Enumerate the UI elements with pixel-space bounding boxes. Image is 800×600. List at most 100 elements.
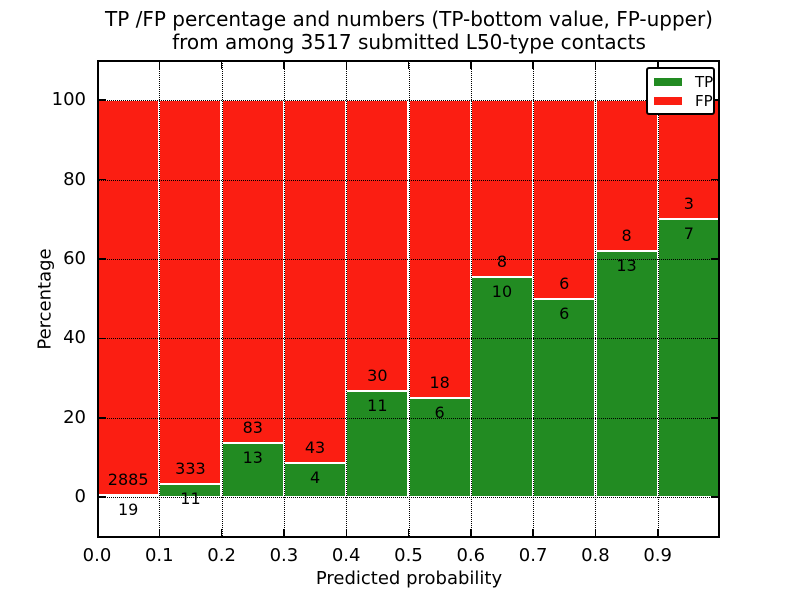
x-tick-mark [594, 62, 597, 69]
gridline-vertical [283, 60, 285, 538]
y-tick-mark [99, 337, 106, 340]
legend-label-tp: TP [695, 72, 714, 91]
x-tick-mark [220, 62, 223, 69]
y-tick-mark [99, 496, 106, 498]
bar-fp-segment [346, 100, 409, 391]
annotation-tp-count: 11 [180, 489, 201, 509]
x-tick-label: 0.4 [331, 545, 361, 566]
chart-title-line2: from among 3517 submitted L50-type conta… [172, 30, 646, 54]
annotation-tp-count: 10 [491, 281, 513, 301]
x-tick-mark [470, 529, 472, 536]
bar-side-edge [282, 100, 286, 498]
bar-tp-segment [533, 298, 596, 498]
bar-tp-segment [159, 484, 222, 498]
bar-fp-segment [159, 100, 222, 485]
bar-side-edge [469, 100, 472, 498]
annotation-tp-count: 7 [683, 224, 694, 244]
x-tick-label: 0.3 [269, 545, 299, 566]
bar-boundary-edge [470, 275, 534, 278]
bar-fp-segment [97, 100, 160, 495]
x-tick-mark [470, 62, 472, 69]
bar-fp-segment [657, 100, 720, 220]
y-tick-mark [711, 496, 718, 498]
x-tick-mark [220, 529, 223, 536]
plot-area: 2885 19 333 11 83 13 43 4 30 11 18 6 8 10 6 6 8 13 3 7 [97, 60, 720, 538]
annotation-fp-count: 43 [304, 438, 326, 458]
annotation-fp-count: 8 [496, 251, 508, 271]
annotation-tp-count: 19 [117, 499, 139, 519]
x-tick-mark [532, 529, 534, 536]
bar-side-edge [531, 100, 535, 498]
annotation-tp-count: 6 [559, 303, 570, 323]
x-tick-label: 0.7 [518, 545, 548, 566]
bar-fp-segment [595, 100, 658, 252]
x-tick-mark [718, 62, 720, 69]
bar-boundary-edge [97, 493, 160, 496]
x-tick-mark [657, 529, 659, 536]
y-tick-mark [99, 258, 106, 260]
bar-tp-segment [408, 397, 471, 498]
gridline-vertical [346, 60, 348, 538]
annotation-fp-count: 6 [559, 273, 570, 293]
y-tick-mark [99, 99, 106, 101]
y-tick-mark [99, 417, 106, 419]
x-tick-mark [97, 62, 99, 69]
gridline-vertical [470, 60, 472, 538]
bar-boundary-edge [533, 297, 596, 300]
x-tick-label: 0.2 [207, 545, 236, 566]
annotation-tp-count: 4 [309, 468, 321, 488]
bar-tp-segment [283, 463, 347, 498]
y-tick-mark [711, 178, 718, 181]
bar-boundary-edge [595, 250, 658, 253]
annotation-tp-count: 6 [434, 402, 445, 422]
annotation-fp-count: 333 [175, 459, 206, 479]
x-tick-mark [158, 62, 161, 69]
gridline-vertical [595, 60, 597, 538]
x-tick-mark [407, 529, 410, 536]
bar-side-edge [220, 100, 223, 498]
bar-boundary-edge [159, 483, 222, 486]
gridline-vertical [221, 60, 223, 538]
legend-entry-tp: TP [654, 74, 713, 89]
bar-tp-segment [97, 494, 160, 498]
legend-label-fp: FP [695, 91, 713, 110]
bar-fp-segment [408, 100, 471, 398]
bar-side-edge [594, 100, 597, 498]
y-tick-label: 80 [63, 168, 86, 190]
x-tick-mark [594, 529, 597, 536]
annotation-fp-count: 8 [621, 226, 632, 246]
chart-title: TP /FP percentage and numbers (TP-bottom… [9, 8, 800, 54]
y-tick-label: 60 [63, 247, 86, 269]
annotation-tp-count: 13 [616, 256, 637, 276]
bar-tp-segment [595, 251, 658, 498]
bar-side-edge [407, 100, 410, 498]
y-tick-mark [99, 178, 106, 181]
x-axis-label: Predicted probability [315, 568, 503, 589]
fp-color-swatch [654, 96, 682, 105]
bar-tp-segment [346, 390, 409, 498]
bar-fp-segment [470, 100, 534, 277]
bar-tp-segment [470, 276, 534, 498]
x-tick-mark [657, 62, 659, 69]
x-tick-mark [532, 62, 534, 69]
y-tick-mark [711, 417, 718, 419]
x-tick-mark [283, 62, 285, 69]
annotation-tp-count: 13 [242, 448, 263, 468]
y-tick-label: 100 [51, 89, 86, 111]
x-tick-mark [97, 529, 99, 536]
bar-boundary-edge [657, 218, 720, 221]
x-tick-mark [283, 529, 285, 536]
x-tick-label: 0.5 [394, 545, 423, 566]
bar-boundary-edge [408, 396, 471, 399]
annotation-fp-count: 83 [242, 418, 263, 438]
y-tick-label: 0 [74, 486, 86, 508]
annotation-fp-count: 30 [367, 365, 388, 385]
gridline-vertical [657, 60, 659, 538]
y-tick-label: 40 [63, 327, 86, 349]
y-tick-mark [711, 258, 718, 260]
bar-boundary-edge [346, 389, 409, 392]
bar-side-edge [158, 100, 161, 498]
x-tick-label: 0.0 [82, 545, 112, 566]
x-tick-label: 0.9 [643, 545, 672, 566]
annotation-fp-count: 3 [683, 194, 694, 214]
